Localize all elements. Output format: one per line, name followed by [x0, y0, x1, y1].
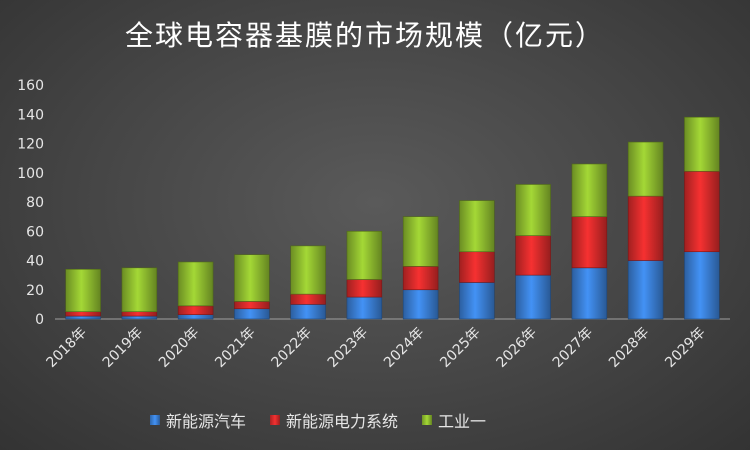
y-tick-label: 0 [35, 312, 44, 328]
x-tick-label: 2018年 [44, 325, 90, 371]
x-tick-label: 2022年 [269, 325, 315, 371]
bar-segment [346, 279, 383, 298]
bar-segment [121, 311, 158, 317]
bar-segment [459, 251, 495, 283]
bar-segment [234, 301, 270, 310]
bar-segment [684, 116, 720, 172]
legend-swatch-power [270, 415, 281, 425]
bar-segment [177, 305, 214, 315]
chart-legend: 新能源汽车 新能源电力系统 工业一 [150, 408, 486, 432]
bar-segment [684, 170, 720, 253]
bar-segment [402, 266, 439, 291]
legend-item-ev: 新能源汽车 [150, 408, 246, 432]
legend-swatch-ev [150, 415, 160, 425]
bar-segment [627, 260, 664, 320]
bar-segment [234, 308, 270, 320]
bar-segment [290, 304, 326, 320]
bar-segment [402, 289, 439, 320]
bar-segment [290, 245, 326, 295]
bar-segment [571, 267, 608, 320]
y-tick-label: 140 [17, 107, 44, 123]
bar-segment [515, 235, 551, 276]
y-tick-label: 120 [17, 137, 44, 153]
bar-segment [65, 311, 101, 317]
bar-segment [346, 296, 383, 320]
y-tick-label: 60 [26, 224, 44, 240]
bar-segment [346, 230, 383, 280]
bar-segment [684, 251, 720, 320]
y-tick-label: 160 [17, 78, 44, 94]
bar-segment [177, 261, 214, 307]
bar-segment [121, 315, 158, 320]
x-tick-label: 2020年 [156, 325, 202, 371]
bar-segment [515, 274, 551, 320]
legend-item-industry: 工业一 [422, 408, 486, 432]
bar-segment [459, 200, 495, 253]
x-tick-label: 2026年 [494, 325, 540, 371]
y-tick-label: 100 [17, 166, 44, 182]
y-tick-label: 20 [26, 283, 44, 299]
y-tick-label: 80 [26, 195, 44, 211]
bar-segment [234, 254, 270, 302]
bar-segment [65, 268, 101, 312]
bar-segment [121, 267, 158, 312]
legend-label-industry: 工业一 [438, 412, 487, 431]
bar-segment [65, 315, 101, 320]
bar-segment [515, 184, 551, 236]
bar-segment [571, 216, 608, 269]
chart-title: 全球电容器基膜的市场规模（亿元） [124, 19, 605, 52]
bar-segment [627, 141, 664, 197]
y-tick-label: 40 [26, 254, 44, 270]
bar-segment [571, 163, 608, 217]
x-tick-label: 2028年 [606, 325, 652, 371]
x-tick-label: 2024年 [381, 325, 427, 371]
x-tick-label: 2025年 [437, 325, 483, 371]
x-tick-label: 2027年 [550, 325, 596, 371]
legend-item-power: 新能源电力系统 [270, 408, 398, 432]
legend-swatch-industry [422, 415, 433, 425]
legend-label-ev: 新能源汽车 [166, 412, 247, 431]
bar-segment [290, 293, 326, 305]
legend-label-power: 新能源电力系统 [286, 412, 399, 431]
x-tick-label: 2029年 [662, 325, 708, 371]
bar-segment [627, 195, 664, 261]
bar-segment [177, 314, 214, 320]
x-tick-label: 2019年 [100, 325, 146, 371]
bar-segment [459, 282, 495, 320]
bar-segment [402, 216, 439, 267]
x-tick-label: 2021年 [212, 325, 258, 371]
x-tick-label: 2023年 [325, 325, 371, 371]
